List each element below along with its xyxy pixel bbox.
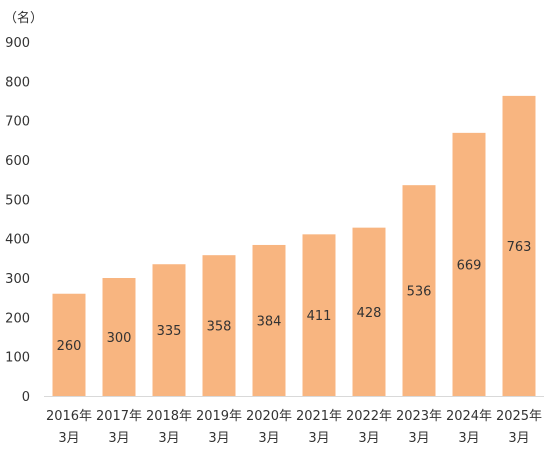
data-label: 428: [357, 306, 382, 321]
x-tick-label: 3月: [108, 431, 129, 446]
bar: [402, 185, 436, 396]
y-tick-label: 300: [5, 272, 30, 287]
bar: [52, 293, 86, 396]
data-label: 411: [307, 309, 332, 324]
x-tick-label: 3月: [308, 431, 329, 446]
y-tick-label: 500: [5, 193, 30, 208]
y-unit-label: （名）: [4, 10, 43, 26]
data-label: 763: [507, 240, 532, 255]
data-label: 384: [257, 314, 282, 329]
x-tick-label: 2016年: [46, 409, 92, 424]
data-label: 358: [207, 320, 232, 335]
x-tick-label: 3月: [358, 431, 379, 446]
y-tick-label: 600: [5, 154, 30, 169]
x-tick-label: 2018年: [146, 409, 192, 424]
y-tick-label: 200: [5, 311, 30, 326]
x-tick-label: 2019年: [196, 409, 242, 424]
bar: [452, 132, 486, 397]
x-tick-label: 3月: [408, 431, 429, 446]
data-label: 669: [457, 258, 482, 273]
x-tick-label: 2024年: [446, 409, 492, 424]
y-tick-label: 900: [5, 36, 30, 51]
bars: 260 300 335 358 384 411 428 536 669 763: [52, 95, 536, 397]
x-tick-label: 2023年: [396, 409, 442, 424]
data-label: 260: [57, 339, 82, 354]
x-tick-label: 3月: [58, 431, 79, 446]
x-tick-label: 3月: [158, 431, 179, 446]
bar: [252, 244, 286, 396]
data-label: 536: [407, 285, 432, 300]
data-label: 300: [107, 331, 132, 346]
y-tick-label: 400: [5, 233, 30, 248]
x-axis: 2016年 3月 2017年 3月 2018年 3月 2019年 3月 2020年 3月 2021年…: [46, 409, 542, 446]
x-tick-label: 2022年: [346, 409, 392, 424]
x-tick-label: 2020年: [246, 409, 292, 424]
x-tick-label: 2025年: [496, 409, 542, 424]
y-tick-label: 800: [5, 75, 30, 90]
data-label: 335: [157, 324, 182, 339]
bar: [502, 95, 536, 397]
x-tick-label: 3月: [508, 431, 529, 446]
x-tick-label: 3月: [458, 431, 479, 446]
y-tick-label: 0: [22, 390, 30, 405]
bar: [352, 227, 386, 396]
bar: [202, 255, 236, 396]
y-tick-label: 100: [5, 351, 30, 366]
x-tick-label: 3月: [208, 431, 229, 446]
x-tick-label: 3月: [258, 431, 279, 446]
bar: [102, 278, 136, 396]
bar: [152, 264, 186, 396]
bar: [302, 234, 336, 396]
y-tick-label: 700: [5, 115, 30, 130]
x-tick-label: 2021年: [296, 409, 342, 424]
x-tick-label: 2017年: [96, 409, 142, 424]
y-axis: 0 100 200 300 400 500 600 700 800 900: [5, 36, 30, 405]
